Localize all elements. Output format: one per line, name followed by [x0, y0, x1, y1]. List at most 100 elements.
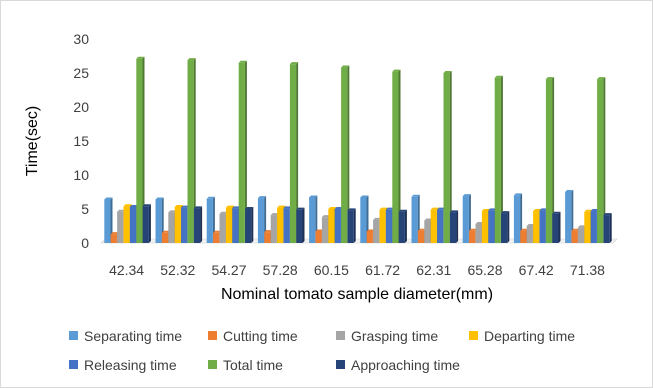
bar-front — [334, 209, 341, 243]
bar-front — [104, 199, 111, 243]
bar-top — [565, 190, 574, 192]
bar-front — [328, 209, 335, 243]
y-tick-label: 20 — [73, 99, 89, 115]
bar-front — [385, 209, 393, 243]
bar-front — [603, 215, 610, 243]
bar-front — [245, 209, 252, 243]
legend-swatch — [336, 360, 345, 369]
bar — [238, 60, 247, 243]
legend-label: Total time — [223, 357, 283, 373]
bar-top — [501, 211, 510, 214]
bar-top — [481, 209, 491, 212]
legend-label: Separating time — [84, 328, 182, 344]
bar — [289, 62, 299, 243]
bar-front — [341, 67, 348, 243]
bar-side — [456, 210, 459, 243]
bar-front — [187, 60, 194, 243]
bar — [501, 211, 510, 243]
bar-front — [117, 211, 124, 243]
bar-front — [168, 212, 175, 243]
x-tick-label: 54.27 — [211, 262, 246, 278]
bar-front — [597, 79, 604, 244]
bar-front — [392, 71, 399, 243]
bar-side — [212, 196, 215, 243]
bar-front — [552, 213, 559, 243]
legend-label: Cutting time — [223, 328, 298, 344]
axes: 0 5 10 15 20 25 30 42.34 52.32 54.27 57.28 60.15 61.… — [73, 31, 618, 278]
bar-top — [187, 58, 196, 61]
bar-front — [174, 206, 181, 243]
bar-front — [155, 199, 162, 243]
bar — [136, 56, 145, 243]
y-tick-label: 30 — [73, 31, 89, 47]
x-tick-label: 67.42 — [519, 262, 554, 278]
bar-front — [225, 207, 233, 243]
bar-side — [353, 208, 356, 243]
bar-front — [309, 197, 316, 243]
legend-item: Approaching time — [336, 357, 460, 373]
bar-top — [385, 207, 395, 210]
y-tick-label: 0 — [81, 235, 89, 251]
bar-front — [277, 207, 284, 243]
bar-front — [283, 208, 290, 243]
bar-front — [513, 195, 521, 243]
bar-top — [417, 228, 427, 231]
bar-top — [430, 207, 439, 210]
bar — [347, 208, 356, 243]
x-tick-label: 60.15 — [314, 262, 349, 278]
bar-front — [501, 213, 508, 243]
bar-front — [443, 73, 450, 243]
bar-side — [142, 56, 145, 243]
bar-side — [500, 75, 503, 243]
bar-front — [238, 62, 245, 243]
bar-side — [603, 77, 606, 244]
bar-top — [488, 208, 497, 211]
bar-front — [264, 232, 271, 243]
bar-side — [552, 77, 555, 244]
bar-side — [609, 213, 612, 243]
bar-front — [206, 198, 213, 243]
bar-front — [469, 230, 476, 243]
bar-top — [437, 207, 446, 210]
bar-top — [584, 209, 593, 212]
x-tick-label: 42.34 — [109, 262, 144, 278]
bar-top — [193, 206, 203, 209]
bar-front — [488, 210, 495, 243]
bar — [341, 65, 350, 243]
bar-top — [155, 197, 164, 200]
legend-item: Departing time — [469, 328, 575, 344]
bar-front — [545, 79, 553, 244]
bar-top — [328, 207, 337, 209]
bar-top — [174, 204, 183, 207]
bar-top — [142, 204, 151, 207]
x-tick-label: 62.31 — [416, 262, 451, 278]
bar-top — [110, 232, 119, 235]
bar-front — [571, 230, 578, 243]
bar — [245, 207, 254, 243]
bar-side — [244, 60, 247, 243]
bar-side — [302, 207, 305, 243]
bar-front — [437, 209, 444, 243]
x-tick-label: 61.72 — [365, 262, 400, 278]
bar-top — [347, 208, 356, 211]
bar-top — [283, 206, 292, 209]
bars — [104, 56, 612, 244]
bar — [494, 75, 503, 243]
bar-top — [520, 228, 529, 231]
x-axis-title: Nominal tomato sample diameter(mm) — [221, 286, 493, 303]
bar-top — [289, 62, 299, 65]
bar-top — [341, 65, 350, 68]
bar-front — [270, 215, 277, 243]
bar-front — [123, 206, 130, 243]
bar-top — [225, 205, 235, 208]
bar-front — [494, 77, 501, 243]
bar-top — [136, 56, 145, 59]
bar — [187, 58, 196, 243]
legend-item: Separating time — [69, 328, 182, 344]
bar-side — [200, 206, 203, 243]
legend: Separating time Cutting time Grasping time… — [69, 328, 575, 373]
bar-top — [309, 195, 318, 198]
bar-side — [110, 197, 113, 243]
bar-top — [443, 71, 452, 73]
